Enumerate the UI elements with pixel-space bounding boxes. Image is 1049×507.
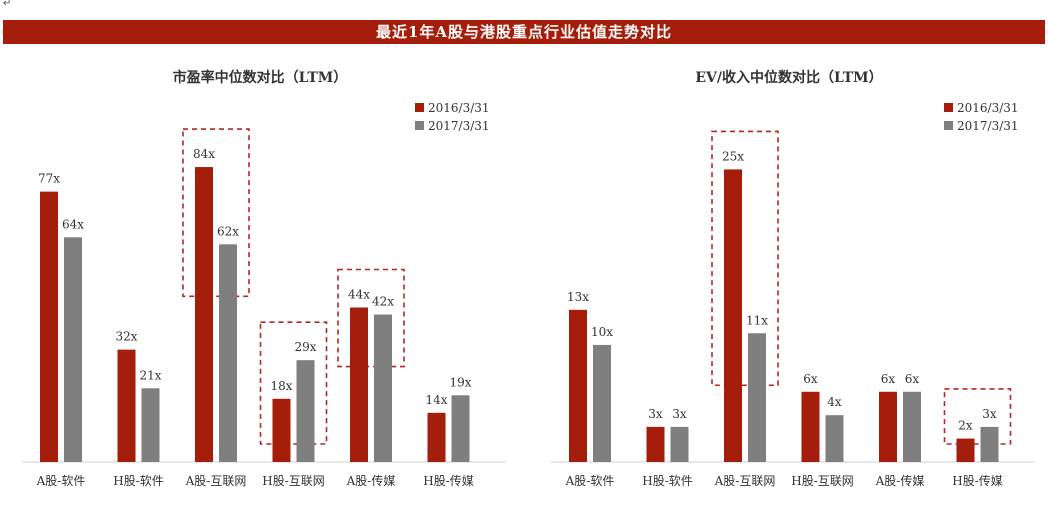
bar-2016-4 (879, 391, 897, 462)
legend-swatch (944, 121, 953, 130)
bar-2016-2 (195, 167, 213, 463)
highlight-box (711, 130, 779, 387)
bar-2017-4 (903, 391, 921, 462)
data-label: 25x (722, 149, 744, 163)
data-label: 3x (648, 407, 663, 421)
bar-2017-2 (219, 244, 237, 462)
bar-2017-3 (825, 415, 844, 462)
x-tick-label: A股-传媒 (346, 473, 396, 488)
data-label: 19x (449, 375, 471, 389)
data-label: 42x (372, 295, 394, 309)
data-label: 62x (217, 224, 239, 238)
paragraph-mark: ↵ (3, 0, 12, 9)
bar-2016-1 (646, 426, 665, 462)
bar-2016-1 (117, 349, 136, 462)
page-title-banner: 最近1年A股与港股重点行业估值走势对比 (3, 20, 1045, 44)
bar-2017-4 (374, 314, 392, 462)
legend-label: 2016/3/31 (957, 101, 1019, 115)
pe-ratio-chart: 市盈率中位数对比（LTM） 77x 64x A股-软件 32x 21x H股-软件 84x 62… (22, 69, 506, 488)
data-label: 3x (672, 407, 687, 421)
data-label: 77x (38, 172, 60, 186)
bar-2017-5 (451, 395, 470, 462)
chart-title: 市盈率中位数对比（LTM） (173, 69, 348, 86)
data-label: 2x (958, 419, 973, 433)
legend-swatch (415, 103, 424, 112)
x-tick-label: H股-传媒 (423, 473, 474, 488)
bar-2016-4 (350, 307, 368, 462)
x-tick-label: A股-软件 (36, 474, 86, 488)
highlight-boxes (182, 128, 405, 445)
ev-revenue-chart: EV/收入中位数对比（LTM） 13x 10x A股-软件 3x 3x H股-软件 25x 11… (551, 69, 1035, 488)
highlight-boxes (711, 130, 1012, 445)
data-label: 10x (591, 325, 613, 339)
bar-2016-0 (40, 191, 58, 462)
highlight-box (259, 321, 328, 445)
bar-2017-0 (64, 237, 82, 462)
data-label: 13x (567, 290, 589, 304)
legend-label: 2017/3/31 (428, 119, 490, 133)
highlight-box (182, 128, 250, 298)
data-label: 6x (881, 372, 896, 386)
bar-2016-2 (724, 169, 742, 462)
x-tick-label: H股-软件 (113, 474, 164, 488)
bar-2017-3 (296, 360, 315, 462)
data-label: 3x (982, 407, 997, 421)
x-tick-label: A股-互联网 (185, 474, 247, 488)
bar-2016-3 (801, 391, 820, 462)
x-tick-label: A股-互联网 (714, 474, 776, 488)
x-tick-label: H股-传媒 (952, 473, 1003, 488)
x-tick-label: A股-软件 (565, 474, 615, 488)
x-tick-label: H股-互联网 (791, 474, 854, 488)
bar-2017-0 (593, 344, 611, 462)
data-label: 84x (193, 147, 215, 161)
data-label: 44x (348, 288, 370, 302)
bar-2017-1 (141, 388, 160, 462)
x-tick-label: H股-软件 (642, 474, 693, 488)
highlight-box (943, 388, 1012, 445)
bar-2016-3 (272, 398, 291, 462)
data-label: 32x (115, 330, 137, 344)
bar-2016-5 (956, 438, 975, 462)
legend-swatch (415, 121, 424, 130)
x-tick-label: A股-传媒 (875, 473, 925, 488)
data-label: 64x (62, 217, 84, 231)
bar-2017-2 (748, 333, 766, 462)
bar-2017-5 (980, 426, 999, 462)
data-label: 6x (803, 372, 818, 386)
data-label: 29x (294, 340, 316, 354)
ev-revenue-chart-panel: EV/收入中位数对比（LTM） 13x 10x A股-软件 3x 3x H股-软件 25x 11… (529, 62, 1049, 502)
bar-2016-0 (569, 309, 587, 462)
data-label: 14x (425, 393, 447, 407)
highlight-box (337, 268, 405, 368)
data-label: 4x (827, 395, 842, 409)
data-label: 21x (139, 368, 161, 382)
chart-title: EV/收入中位数对比（LTM） (695, 69, 882, 86)
data-label: 11x (746, 313, 768, 327)
bar-2016-5 (427, 412, 446, 462)
data-label: 6x (905, 372, 920, 386)
pe-chart-panel: 市盈率中位数对比（LTM） 77x 64x A股-软件 32x 21x H股-软件 84x 62… (0, 62, 520, 502)
legend-label: 2017/3/31 (957, 119, 1019, 133)
legend-label: 2016/3/31 (428, 101, 490, 115)
bar-2017-1 (670, 426, 689, 462)
legend-swatch (944, 103, 953, 112)
x-tick-label: H股-互联网 (262, 474, 325, 488)
data-label: 18x (270, 379, 292, 393)
